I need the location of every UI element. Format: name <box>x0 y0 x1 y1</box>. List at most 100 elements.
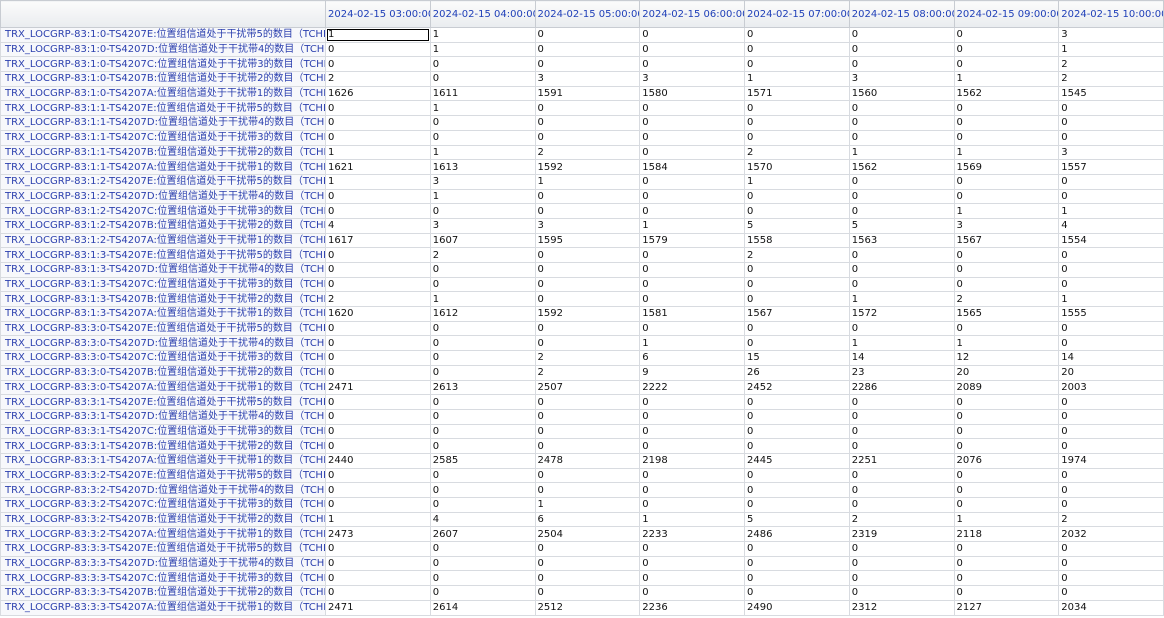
cell: 1 <box>429 41 536 58</box>
cell: 0 <box>1058 541 1164 557</box>
row-label: TRX_LOCGRP-83:1:0-TS4207B:位置组信道处于干扰带2的数目… <box>0 71 326 87</box>
cell: 1 <box>325 27 431 43</box>
cell: 0 <box>534 335 641 352</box>
column-header: 2024-02-15 06:00:00 <box>639 0 745 28</box>
table-row: TRX_LOCGRP-83:3:0-TS4207C:位置组信道处于干扰带3的数目… <box>0 350 1164 366</box>
cell: 1545 <box>1058 85 1164 102</box>
cell: 1 <box>744 173 850 190</box>
row-label: TRX_LOCGRP-83:3:1-TS4207A:位置组信道处于干扰带1的数目… <box>0 452 326 469</box>
cell: 1580 <box>639 85 745 102</box>
cell: 1571 <box>744 85 850 102</box>
cell: 0 <box>744 291 850 308</box>
cell: 0 <box>1058 570 1164 587</box>
cell: 0 <box>534 115 641 131</box>
table-row: TRX_LOCGRP-83:3:0-TS4207B:位置组信道处于干扰带2的数目… <box>0 364 1164 381</box>
cell: 0 <box>429 56 536 73</box>
cell: 0 <box>325 100 431 117</box>
table-row: TRX_LOCGRP-83:1:3-TS4207E:位置组信道处于干扰带5的数目… <box>0 247 1164 263</box>
cell: 1 <box>953 203 1060 219</box>
cell: 0 <box>534 482 641 498</box>
cell: 2445 <box>744 452 850 469</box>
row-label: TRX_LOCGRP-83:1:3-TS4207B:位置组信道处于干扰带2的数目… <box>0 291 326 308</box>
cell: 0 <box>429 497 536 513</box>
cell: 0 <box>1058 438 1164 454</box>
cell: 2486 <box>744 526 850 543</box>
cell: 1 <box>325 173 431 190</box>
cell: 0 <box>1058 555 1164 572</box>
cell: 0 <box>429 394 536 410</box>
cell: 15 <box>744 350 850 366</box>
cell: 0 <box>429 203 536 219</box>
cell: 1 <box>639 217 745 234</box>
cell: 2 <box>848 511 955 528</box>
cell: 0 <box>848 408 955 425</box>
table-row: TRX_LOCGRP-83:3:3-TS4207E:位置组信道处于干扰带5的数目… <box>0 541 1164 557</box>
table-row: TRX_LOCGRP-83:3:0-TS4207E:位置组信道处于干扰带5的数目… <box>0 320 1164 337</box>
cell: 0 <box>1058 497 1164 513</box>
cell: 3 <box>429 217 536 234</box>
cell: 0 <box>429 129 536 146</box>
row-label: TRX_LOCGRP-83:1:3-TS4207D:位置组信道处于干扰带4的数目… <box>0 262 326 278</box>
row-label: TRX_LOCGRP-83:3:3-TS4207C:位置组信道处于干扰带3的数目… <box>0 570 326 587</box>
cell: 3 <box>848 71 955 87</box>
cell: 0 <box>953 129 1060 146</box>
cell: 0 <box>953 423 1060 440</box>
cell: 0 <box>953 320 1060 337</box>
cell: 1581 <box>639 306 745 322</box>
cell: 3 <box>534 71 641 87</box>
column-header: 2024-02-15 07:00:00 <box>744 0 850 28</box>
cell: 0 <box>639 555 745 572</box>
cell: 26 <box>744 364 850 381</box>
cell: 0 <box>639 408 745 425</box>
cell: 0 <box>1058 335 1164 352</box>
cell: 2286 <box>848 379 955 396</box>
table-row: TRX_LOCGRP-83:1:2-TS4207E:位置组信道处于干扰带5的数目… <box>0 173 1164 190</box>
table-row: TRX_LOCGRP-83:1:0-TS4207B:位置组信道处于干扰带2的数目… <box>0 71 1164 87</box>
cell: 2452 <box>744 379 850 396</box>
cell: 0 <box>325 56 431 73</box>
cell: 0 <box>848 247 955 263</box>
cell: 0 <box>744 129 850 146</box>
cell: 0 <box>953 497 1060 513</box>
cell: 2312 <box>848 599 955 616</box>
cell: 0 <box>429 408 536 425</box>
cell: 3 <box>1058 144 1164 161</box>
row-label: TRX_LOCGRP-83:1:2-TS4207B:位置组信道处于干扰带2的数目… <box>0 217 326 234</box>
cell: 0 <box>744 497 850 513</box>
cell: 0 <box>429 423 536 440</box>
cell: 14 <box>848 350 955 366</box>
table-row: TRX_LOCGRP-83:3:3-TS4207B:位置组信道处于干扰带2的数目… <box>0 585 1164 601</box>
header-row: 2024-02-15 03:00:00 2024-02-15 04:00:00 20… <box>0 0 1164 28</box>
cell: 1 <box>953 71 1060 87</box>
cell: 1 <box>429 144 536 161</box>
cell: 3 <box>953 217 1060 234</box>
row-label: TRX_LOCGRP-83:3:2-TS4207A:位置组信道处于干扰带1的数目… <box>0 526 326 543</box>
cell: 1607 <box>429 232 536 249</box>
cell: 0 <box>639 438 745 454</box>
row-label: TRX_LOCGRP-83:1:2-TS4207C:位置组信道处于干扰带3的数目… <box>0 203 326 219</box>
cell: 0 <box>429 467 536 484</box>
cell: 0 <box>953 482 1060 498</box>
cell: 2 <box>534 364 641 381</box>
row-label: TRX_LOCGRP-83:1:3-TS4207E:位置组信道处于干扰带5的数目… <box>0 247 326 263</box>
row-label: TRX_LOCGRP-83:3:3-TS4207D:位置组信道处于干扰带4的数目… <box>0 555 326 572</box>
cell: 0 <box>848 41 955 58</box>
cell: 2089 <box>953 379 1060 396</box>
cell: 0 <box>744 394 850 410</box>
cell: 0 <box>534 585 641 601</box>
cell: 2251 <box>848 452 955 469</box>
cell: 0 <box>848 56 955 73</box>
cell: 0 <box>639 56 745 73</box>
cell: 0 <box>953 115 1060 131</box>
row-label: TRX_LOCGRP-83:3:0-TS4207A:位置组信道处于干扰带1的数目… <box>0 379 326 396</box>
cell: 0 <box>953 247 1060 263</box>
cell: 0 <box>1058 320 1164 337</box>
cell: 2478 <box>534 452 641 469</box>
cell: 0 <box>325 335 431 352</box>
row-label: TRX_LOCGRP-83:3:0-TS4207B:位置组信道处于干扰带2的数目… <box>0 364 326 381</box>
cell: 1 <box>1058 291 1164 308</box>
cell: 0 <box>325 541 431 557</box>
cell: 2 <box>744 247 850 263</box>
cell: 0 <box>429 555 536 572</box>
